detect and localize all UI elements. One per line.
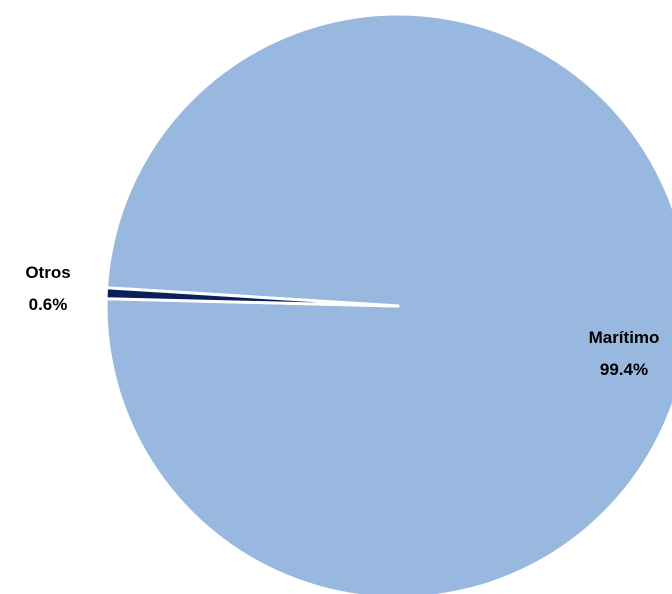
slice-label-maritimo-value: 99.4% [600, 360, 648, 379]
pie-labels: Marítimo 99.4% Otros 0.6% [25, 263, 659, 379]
pie-slice-otros [104, 286, 400, 308]
pie-slices [104, 12, 672, 594]
slice-label-otros-value: 0.6% [29, 295, 68, 314]
slice-label-otros-name: Otros [25, 263, 70, 282]
slice-label-maritimo-name: Marítimo [589, 328, 660, 347]
